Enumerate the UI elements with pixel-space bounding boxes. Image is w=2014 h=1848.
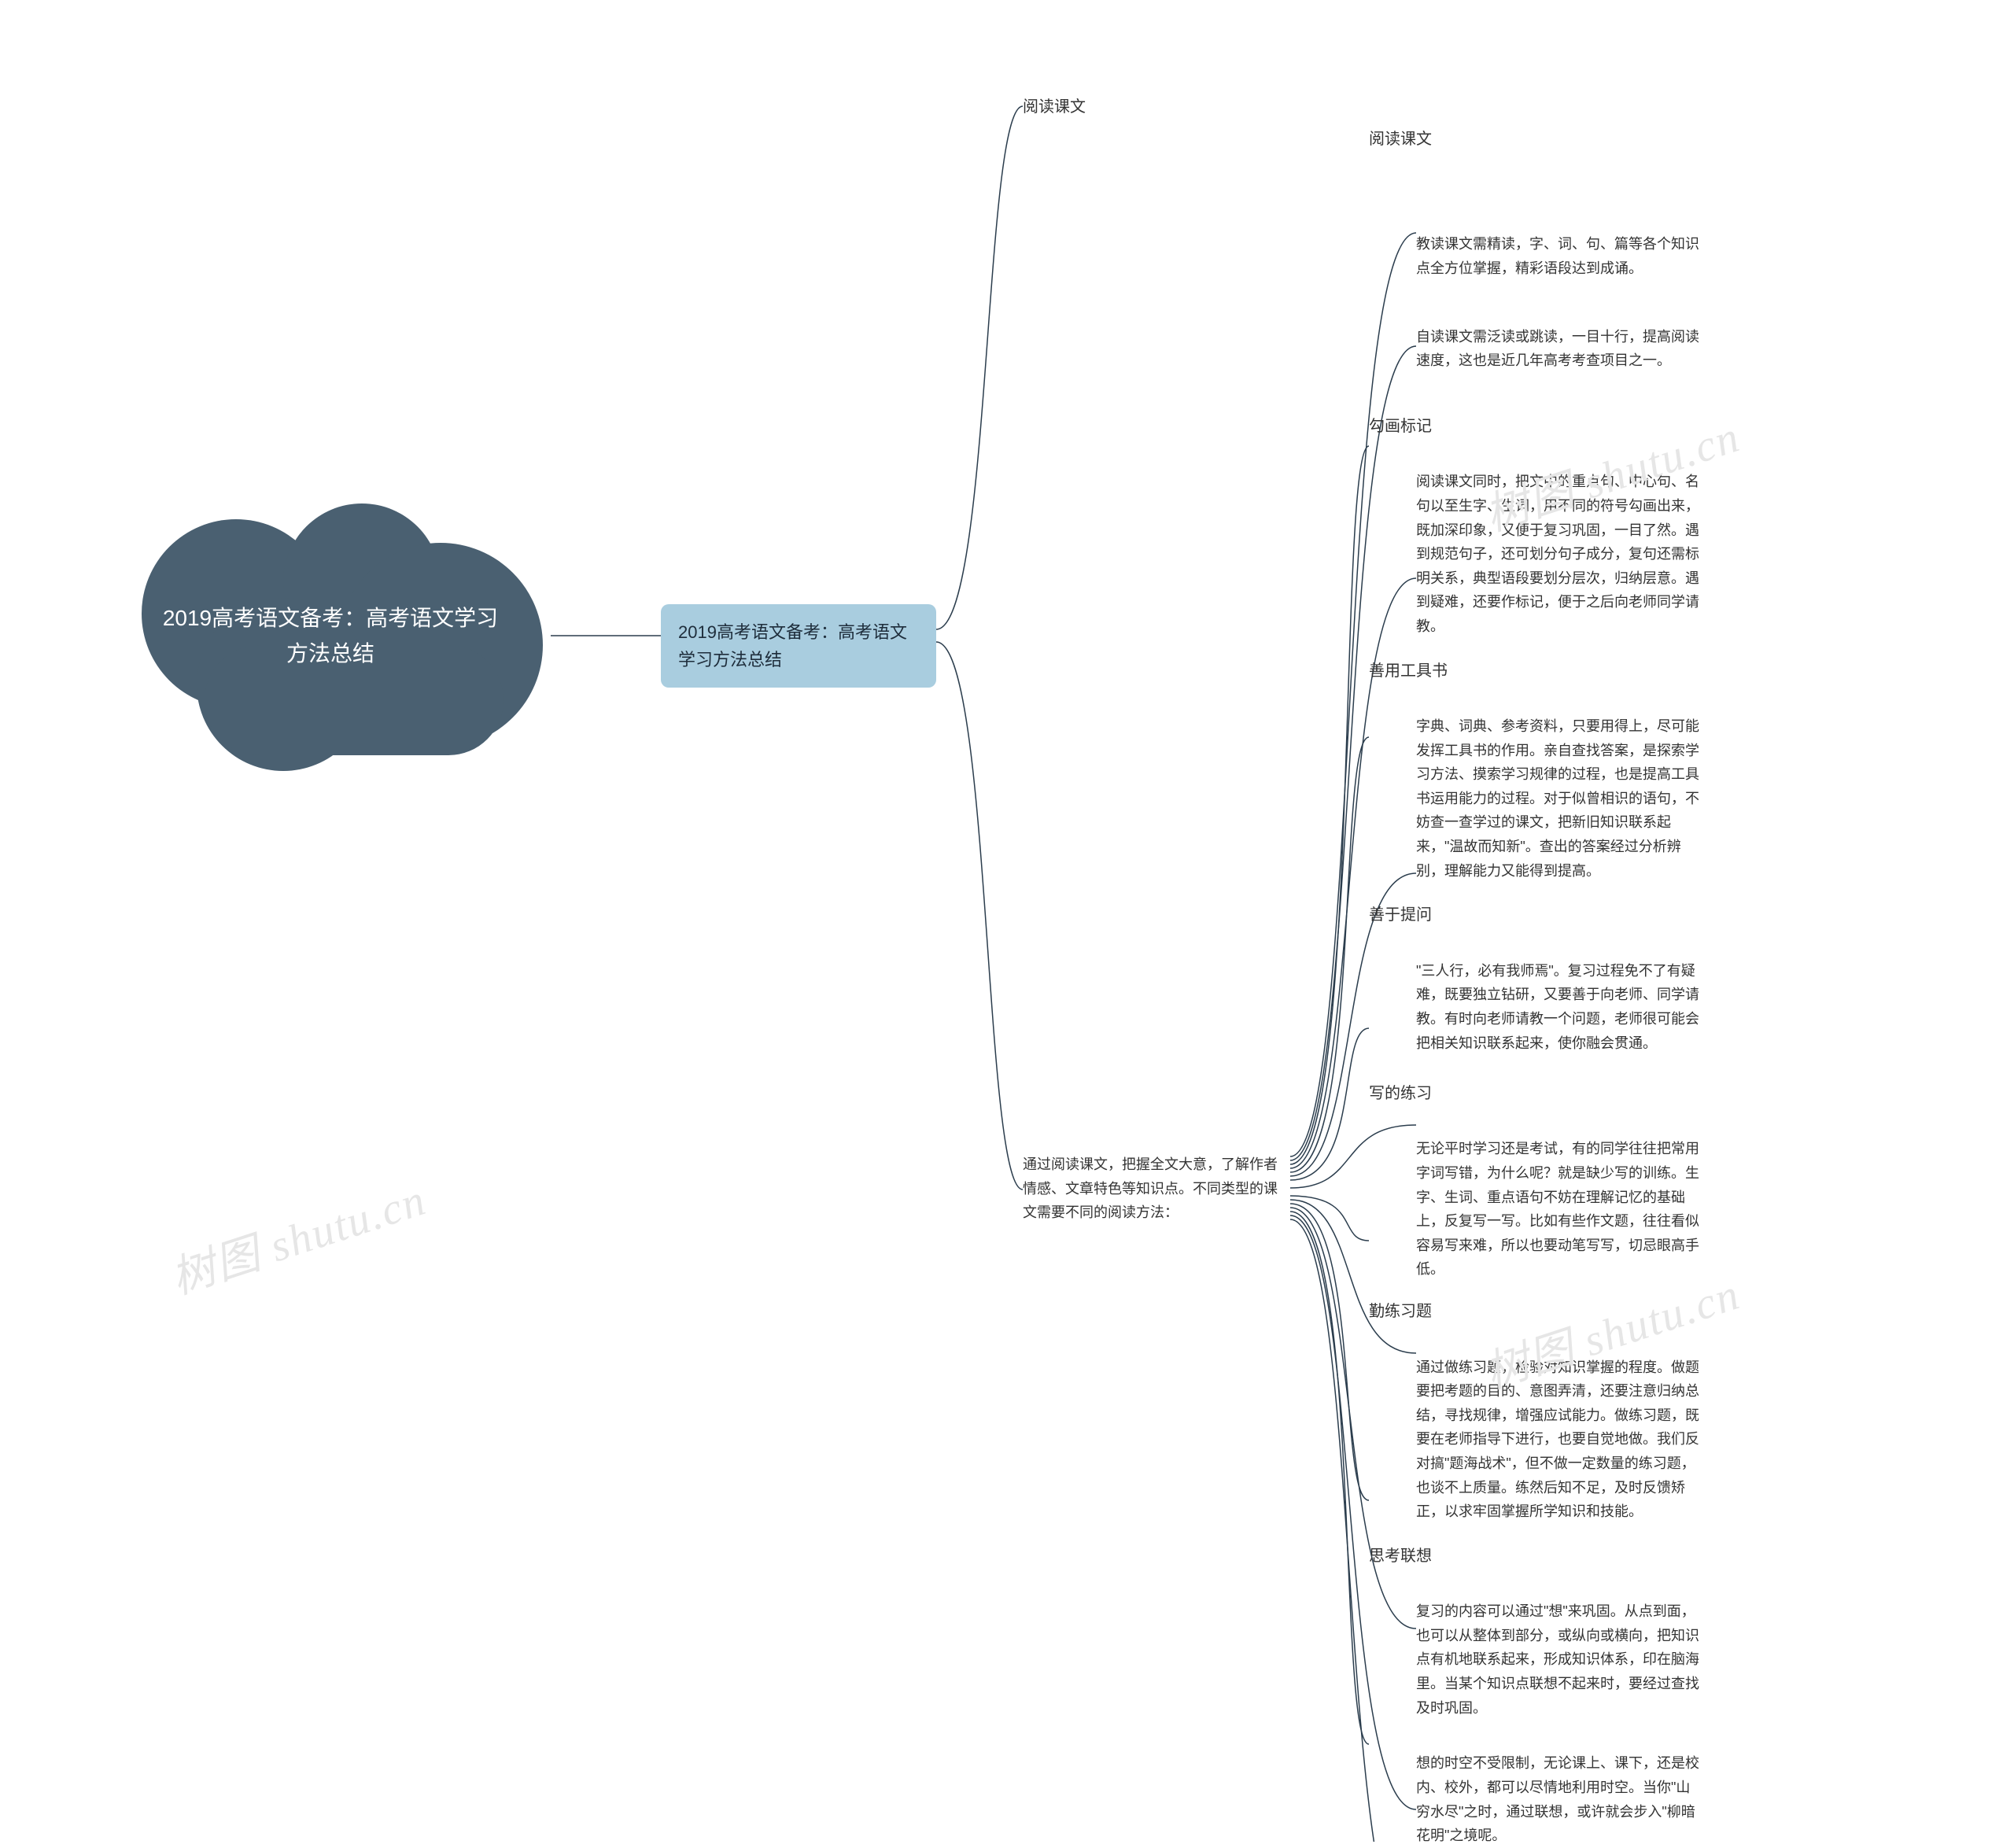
level1-pill: 2019高考语文备考：高考语文学习方法总结 (661, 604, 936, 688)
section-heading: 善用工具书 (1369, 658, 1448, 684)
level2-heading-reading: 阅读课文 (1023, 94, 1086, 120)
root-cloud: 2019高考语文备考：高考语文学习方法总结 (110, 488, 551, 771)
level2-hub: 通过阅读课文，把握全文大意，了解作者情感、文章特色等知识点。不同类型的课文需要不… (1023, 1153, 1290, 1225)
section-heading: 善于提问 (1369, 902, 1432, 928)
section-paragraph: 字典、词典、参考资料，只要用得上，尽可能发挥工具书的作用。亲自查找答案，是探索学… (1416, 714, 1699, 883)
section-heading: 勾画标记 (1369, 414, 1432, 439)
section-heading: 写的练习 (1369, 1081, 1432, 1106)
section-paragraph: 想的时空不受限制，无论课上、课下，还是校内、校外，都可以尽情地利用时空。当你"山… (1416, 1751, 1699, 1847)
section-heading: 思考联想 (1369, 1544, 1432, 1569)
section-heading: 勤练习题 (1369, 1299, 1432, 1324)
section-paragraph: 阅读课文同时，把文中的重点句、中心句、名句以至生字、生词，用不同的符号勾画出来，… (1416, 470, 1699, 638)
root-title: 2019高考语文备考：高考语文学习方法总结 (154, 601, 507, 672)
section-paragraph: 复习的内容可以通过"想"来巩固。从点到面，也可以从整体到部分，或纵向或横向，把知… (1416, 1599, 1699, 1720)
section-heading: 阅读课文 (1369, 127, 1432, 152)
connector-lines (0, 0, 2014, 1842)
level1-pill-text: 2019高考语文备考：高考语文学习方法总结 (678, 622, 907, 669)
level2-hub-text: 通过阅读课文，把握全文大意，了解作者情感、文章特色等知识点。不同类型的课文需要不… (1023, 1156, 1278, 1220)
section-paragraph: 自读课文需泛读或跳读，一目十行，提高阅读速度，这也是近几年高考考查项目之一。 (1416, 325, 1699, 373)
section-paragraph: "三人行，必有我师焉"。复习过程免不了有疑难，既要独立钻研，又要善于向老师、同学… (1416, 959, 1699, 1055)
section-paragraph: 无论平时学习还是考试，有的同学往往把常用字词写错，为什么呢？就是缺少写的训练。生… (1416, 1137, 1699, 1282)
section-paragraph: 通过做练习题，检验对知识掌握的程度。做题要把考题的目的、意图弄清，还要注意归纳总… (1416, 1356, 1699, 1524)
mindmap-canvas: 2019高考语文备考：高考语文学习方法总结 2019高考语文备考：高考语文学习方… (0, 0, 2014, 1842)
watermark-text: 树图 shutu.cn (162, 1164, 433, 1307)
level2-heading-reading-text: 阅读课文 (1023, 98, 1086, 116)
section-paragraph: 教读课文需精读，字、词、句、篇等各个知识点全方位掌握，精彩语段达到成诵。 (1416, 232, 1699, 280)
